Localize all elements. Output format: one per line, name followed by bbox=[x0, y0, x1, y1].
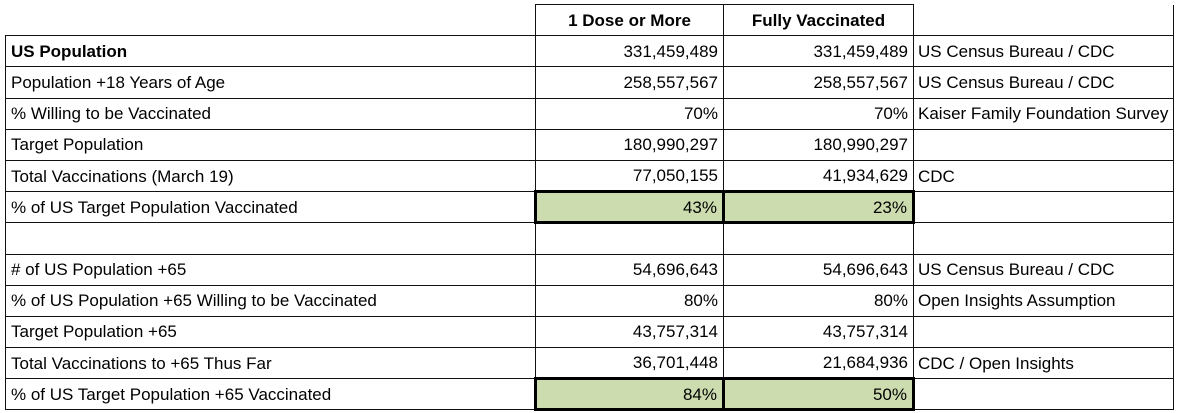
source-cell[interactable]: Kaiser Family Foundation Survey bbox=[912, 97, 1175, 130]
table-row: Total Vaccinations to +65 Thus Far 36,701… bbox=[5, 347, 1175, 380]
row-label-cell[interactable]: # of US Population +65 bbox=[5, 253, 536, 286]
row-label-cell[interactable]: Target Population bbox=[5, 128, 536, 161]
row-label-cell[interactable]: % of US Target Population +65 Vaccinated bbox=[5, 378, 536, 411]
full-value-cell[interactable]: 180,990,297 bbox=[723, 128, 914, 161]
header-dose1-cell[interactable]: 1 Dose or More bbox=[535, 3, 724, 37]
row-label-cell[interactable]: % Willing to be Vaccinated bbox=[5, 97, 536, 130]
row-label-cell[interactable]: Population +18 Years of Age bbox=[5, 66, 536, 99]
header-full-cell[interactable]: Fully Vaccinated bbox=[723, 3, 914, 37]
row-label-cell[interactable]: Target Population +65 bbox=[5, 315, 536, 349]
header-row: 1 Dose or More Fully Vaccinated bbox=[5, 3, 1175, 37]
vaccination-table: 1 Dose or More Fully Vaccinated US Popul… bbox=[5, 3, 1175, 412]
row-label-cell[interactable]: Total Vaccinations (March 19) bbox=[5, 159, 536, 193]
dose1-value-cell[interactable]: 180,990,297 bbox=[535, 128, 724, 161]
dose1-value-cell[interactable] bbox=[535, 222, 724, 255]
dose1-value-cell[interactable]: 43% bbox=[534, 190, 725, 225]
dose1-value-cell[interactable]: 80% bbox=[535, 284, 724, 317]
table-row: Total Vaccinations (March 19) 77,050,155 4… bbox=[5, 159, 1175, 193]
table-row: US Population 331,459,489 331,459,489 US Ce… bbox=[5, 35, 1175, 68]
table-row: # of US Population +65 54,696,643 54,696,6… bbox=[5, 253, 1175, 286]
row-label-cell[interactable]: Total Vaccinations to +65 Thus Far bbox=[5, 347, 536, 380]
table-row: % Willing to be Vaccinated 70% 70% Kaiser F… bbox=[5, 97, 1175, 130]
table-row: % of US Population +65 Willing to be Vac… bbox=[5, 284, 1175, 317]
full-value-cell[interactable]: 258,557,567 bbox=[723, 66, 914, 99]
source-cell[interactable] bbox=[912, 315, 1175, 349]
source-cell[interactable]: US Census Bureau / CDC bbox=[912, 66, 1175, 99]
source-cell[interactable]: CDC / Open Insights bbox=[912, 347, 1175, 380]
full-value-cell[interactable]: 54,696,643 bbox=[723, 253, 914, 286]
header-blank-cell[interactable] bbox=[5, 4, 536, 37]
dose1-value-cell[interactable]: 54,696,643 bbox=[535, 253, 724, 286]
dose1-value-cell[interactable]: 331,459,489 bbox=[535, 35, 724, 68]
source-cell[interactable]: US Census Bureau / CDC bbox=[912, 253, 1175, 286]
table-row bbox=[5, 222, 1175, 255]
dose1-value-cell[interactable]: 258,557,567 bbox=[535, 66, 724, 99]
source-cell[interactable]: Open Insights Assumption bbox=[912, 284, 1175, 317]
full-value-cell[interactable]: 23% bbox=[722, 190, 915, 225]
table-row: % of US Target Population +65 Vaccinated… bbox=[5, 377, 1175, 412]
dose1-value-cell[interactable]: 77,050,155 bbox=[535, 159, 724, 193]
dose1-value-cell[interactable]: 43,757,314 bbox=[535, 315, 724, 349]
full-value-cell[interactable]: 80% bbox=[723, 284, 914, 317]
source-cell[interactable]: CDC bbox=[912, 159, 1175, 193]
table-row: Target Population 180,990,297 180,990,297 bbox=[5, 128, 1175, 161]
row-label-cell[interactable]: % of US Target Population Vaccinated bbox=[5, 191, 536, 224]
source-cell[interactable] bbox=[912, 128, 1175, 161]
table-row: Population +18 Years of Age 258,557,567 25… bbox=[5, 66, 1175, 99]
full-value-cell[interactable]: 41,934,629 bbox=[723, 159, 914, 193]
row-label-cell[interactable] bbox=[5, 222, 536, 255]
full-value-cell[interactable]: 43,757,314 bbox=[723, 315, 914, 349]
table-row: % of US Target Population Vaccinated 43% 2… bbox=[5, 190, 1175, 225]
full-value-cell[interactable]: 50% bbox=[722, 377, 915, 412]
source-cell[interactable] bbox=[912, 191, 1175, 224]
source-cell[interactable]: US Census Bureau / CDC bbox=[912, 35, 1175, 68]
full-value-cell[interactable] bbox=[723, 222, 914, 255]
full-value-cell[interactable]: 331,459,489 bbox=[723, 35, 914, 68]
dose1-value-cell[interactable]: 70% bbox=[535, 97, 724, 130]
table-body: 1 Dose or More Fully Vaccinated US Popul… bbox=[5, 3, 1175, 412]
header-source-cell[interactable] bbox=[913, 4, 1175, 37]
source-cell[interactable] bbox=[912, 222, 1175, 255]
dose1-value-cell[interactable]: 84% bbox=[534, 377, 725, 412]
source-cell[interactable] bbox=[912, 378, 1175, 411]
row-label-cell[interactable]: % of US Population +65 Willing to be Vac… bbox=[5, 284, 536, 317]
full-value-cell[interactable]: 70% bbox=[723, 97, 914, 130]
row-label-cell[interactable]: US Population bbox=[5, 35, 536, 68]
table-row: Target Population +65 43,757,314 43,757,31… bbox=[5, 315, 1175, 349]
full-value-cell[interactable]: 21,684,936 bbox=[723, 347, 914, 380]
dose1-value-cell[interactable]: 36,701,448 bbox=[535, 347, 724, 380]
